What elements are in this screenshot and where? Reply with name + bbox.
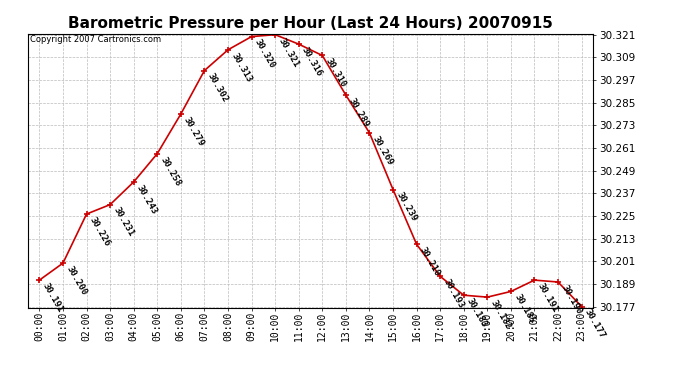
Text: 30.193: 30.193 — [442, 278, 466, 310]
Text: 30.191: 30.191 — [536, 282, 560, 314]
Text: 30.302: 30.302 — [206, 72, 230, 104]
Text: 30.226: 30.226 — [88, 215, 112, 248]
Text: 30.321: 30.321 — [277, 36, 300, 69]
Text: 30.185: 30.185 — [512, 293, 536, 325]
Text: 30.231: 30.231 — [112, 206, 135, 238]
Text: 30.310: 30.310 — [324, 57, 348, 89]
Text: 30.243: 30.243 — [135, 183, 159, 216]
Text: 30.200: 30.200 — [64, 264, 88, 297]
Title: Barometric Pressure per Hour (Last 24 Hours) 20070915: Barometric Pressure per Hour (Last 24 Ho… — [68, 16, 553, 31]
Text: 30.313: 30.313 — [229, 51, 253, 84]
Text: 30.190: 30.190 — [560, 284, 583, 316]
Text: 30.279: 30.279 — [182, 116, 206, 148]
Text: 30.191: 30.191 — [41, 282, 65, 314]
Text: 30.210: 30.210 — [418, 246, 442, 278]
Text: 30.177: 30.177 — [583, 308, 607, 340]
Text: 30.320: 30.320 — [253, 38, 277, 70]
Text: 30.239: 30.239 — [395, 191, 418, 224]
Text: 30.182: 30.182 — [489, 298, 513, 331]
Text: 30.289: 30.289 — [347, 96, 371, 129]
Text: Copyright 2007 Cartronics.com: Copyright 2007 Cartronics.com — [30, 35, 161, 44]
Text: 30.258: 30.258 — [159, 155, 183, 188]
Text: 30.316: 30.316 — [300, 45, 324, 78]
Text: 30.183: 30.183 — [465, 297, 489, 329]
Text: 30.269: 30.269 — [371, 134, 395, 166]
